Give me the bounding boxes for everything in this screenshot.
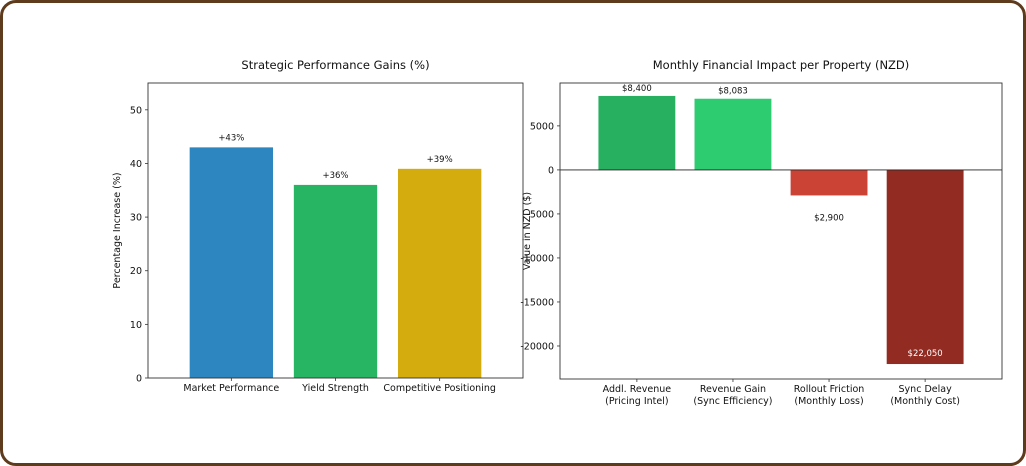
y-axis-label: Value in NZD ($) (522, 192, 533, 270)
plot-area-frame (147, 82, 524, 379)
chart-title: Strategic Performance Gains (%) (241, 58, 429, 72)
y-tick-label-0: 0 (136, 374, 142, 385)
data-label-0: $8,400 (622, 84, 652, 94)
bar-0 (598, 95, 676, 170)
data-label-1: $8,083 (718, 87, 748, 97)
x-tick-label-1: Revenue Gain (Sync Efficiency) (693, 384, 772, 407)
x-tick-label-2: Competitive Positioning (383, 383, 495, 394)
x-tick-label-0: Market Performance (183, 383, 279, 394)
y-tick-label-5: 50 (130, 105, 142, 116)
y-tick-label-3: 30 (130, 213, 142, 224)
y-tick-label-5: 5000 (530, 121, 554, 132)
bar-3 (886, 169, 964, 365)
plot-area-frame (559, 82, 1003, 380)
y-tick-label-1: -15000 (520, 297, 554, 308)
x-tick-label-1: Yield Strength (301, 383, 369, 394)
x-tick-label-3: Sync Delay (Monthly Cost) (890, 384, 960, 407)
data-label-3: $22,050 (908, 349, 943, 359)
data-label-2: +39% (427, 155, 453, 165)
data-label-2: $2,900 (814, 213, 844, 223)
x-tick-label-2: Rollout Friction (Monthly Loss) (794, 384, 865, 407)
y-tick-label-4: 0 (548, 165, 554, 176)
bar-2 (398, 168, 482, 378)
y-tick-label-4: 40 (130, 159, 142, 170)
x-tick-label-0: Addl. Revenue (Pricing Intel) (603, 384, 672, 407)
y-tick-label-2: -10000 (520, 253, 554, 264)
bar-2 (790, 169, 868, 196)
y-axis-label: Percentage Increase (%) (112, 172, 123, 288)
y-tick-label-1: 10 (130, 320, 142, 331)
y-tick-label-2: 20 (130, 266, 142, 277)
y-tick-label-0: -20000 (520, 341, 554, 352)
bar-0 (189, 147, 273, 378)
data-label-1: +36% (322, 171, 348, 181)
chart-title: Monthly Financial Impact per Property (N… (653, 58, 910, 72)
y-tick-label-3: -5000 (526, 209, 554, 220)
data-label-0: +43% (218, 133, 244, 143)
bar-1 (694, 98, 772, 170)
bar-1 (293, 184, 378, 378)
